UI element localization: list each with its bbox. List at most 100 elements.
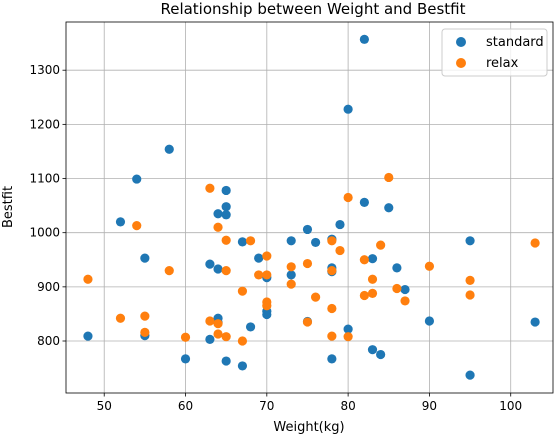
data-point-relax [213, 329, 223, 339]
data-point-relax [367, 274, 378, 284]
data-point-standard [376, 349, 386, 360]
legend-box [441, 28, 548, 77]
data-point-standard [140, 253, 150, 263]
data-point-relax [164, 265, 174, 276]
data-point-standard [335, 219, 345, 230]
data-point-standard [205, 259, 215, 269]
data-point-standard [424, 316, 435, 326]
data-point-relax [302, 258, 313, 269]
y-tick-label: 800 [37, 334, 60, 348]
data-point-relax [286, 262, 296, 272]
data-points [83, 34, 540, 380]
x-tick-label: 70 [259, 399, 274, 413]
y-tick-label: 1100 [29, 172, 60, 186]
data-point-standard [262, 309, 272, 320]
x-tick-label: 50 [97, 399, 112, 413]
y-axis-label: Bestfit [1, 186, 16, 228]
data-point-standard [180, 354, 191, 364]
data-point-relax [392, 283, 402, 294]
plot-frame [65, 21, 554, 394]
y-tick-label: 1200 [29, 117, 60, 131]
data-point-standard [367, 345, 378, 355]
data-point-relax [115, 313, 126, 323]
data-point-relax [237, 286, 248, 296]
y-tick-label: 1000 [29, 226, 60, 240]
y-tick-label: 1300 [29, 63, 60, 77]
data-point-relax [262, 270, 272, 280]
data-point-relax [245, 236, 256, 246]
data-point-standard [343, 324, 353, 334]
legend-label-relax: relax [486, 56, 519, 71]
data-point-standard [254, 253, 264, 263]
x-tick-label: 100 [499, 399, 522, 413]
data-point-standard [310, 237, 321, 248]
legend-marker-relax [456, 58, 466, 68]
data-point-standard [221, 202, 231, 212]
data-point-relax [262, 301, 272, 311]
data-point-relax [327, 236, 337, 246]
data-point-standard [465, 236, 475, 246]
data-point-relax [400, 296, 410, 306]
data-point-standard [343, 104, 353, 114]
data-point-relax [213, 319, 223, 329]
x-tick-label: 90 [422, 399, 437, 413]
data-point-relax [376, 240, 386, 250]
data-point-relax [310, 292, 321, 302]
data-point-standard [164, 144, 174, 154]
data-point-standard [465, 370, 475, 380]
data-point-standard [213, 209, 223, 219]
data-point-relax [302, 317, 313, 327]
data-point-standard [221, 185, 231, 196]
data-point-standard [302, 224, 313, 235]
data-point-standard [237, 361, 248, 371]
grid-lines [66, 22, 553, 393]
data-point-standard [400, 284, 410, 295]
data-point-relax [132, 221, 142, 231]
data-point-relax [424, 261, 435, 271]
data-point-relax [465, 275, 475, 285]
data-point-standard [221, 356, 231, 366]
data-point-relax [237, 336, 248, 346]
data-point-relax [254, 270, 264, 280]
data-point-relax [367, 288, 378, 298]
data-point-relax [327, 331, 337, 341]
data-point-standard [359, 34, 369, 44]
legend: standard relax [441, 28, 548, 77]
data-point-relax [262, 251, 272, 261]
data-point-relax [213, 222, 223, 232]
data-point-standard [115, 217, 126, 227]
data-point-standard [213, 264, 223, 274]
data-point-standard [132, 174, 142, 184]
data-point-standard [392, 263, 402, 273]
data-point-standard [286, 236, 296, 246]
data-point-standard [327, 354, 337, 364]
x-axis-label: Weight(kg) [273, 420, 344, 435]
data-point-relax [343, 332, 353, 342]
data-point-relax [205, 316, 215, 326]
data-point-relax [140, 311, 150, 321]
y-tick-label: 900 [37, 280, 60, 294]
chart-title: Relationship between Weight and Bestfit [160, 0, 465, 18]
legend-marker-standard [456, 37, 466, 47]
data-point-relax [359, 290, 369, 301]
data-point-standard [530, 317, 540, 327]
data-point-relax [205, 183, 215, 193]
axis-ticks: 50 60 70 80 90 100 800 900 1000 1100 1200 1300 [29, 63, 522, 413]
data-point-relax [327, 265, 337, 276]
data-point-relax [180, 332, 191, 342]
data-point-standard [245, 322, 256, 332]
data-point-standard [205, 334, 215, 344]
data-point-standard [359, 197, 369, 207]
data-point-relax [140, 327, 150, 337]
data-point-standard [83, 331, 93, 341]
data-point-relax [465, 290, 475, 300]
data-point-standard [237, 237, 248, 247]
data-point-relax [221, 332, 231, 342]
data-point-relax [384, 172, 394, 183]
data-point-standard [367, 254, 378, 264]
x-tick-label: 80 [340, 399, 355, 413]
data-point-relax [286, 279, 296, 289]
data-point-relax [359, 255, 369, 265]
data-point-relax [221, 265, 231, 276]
